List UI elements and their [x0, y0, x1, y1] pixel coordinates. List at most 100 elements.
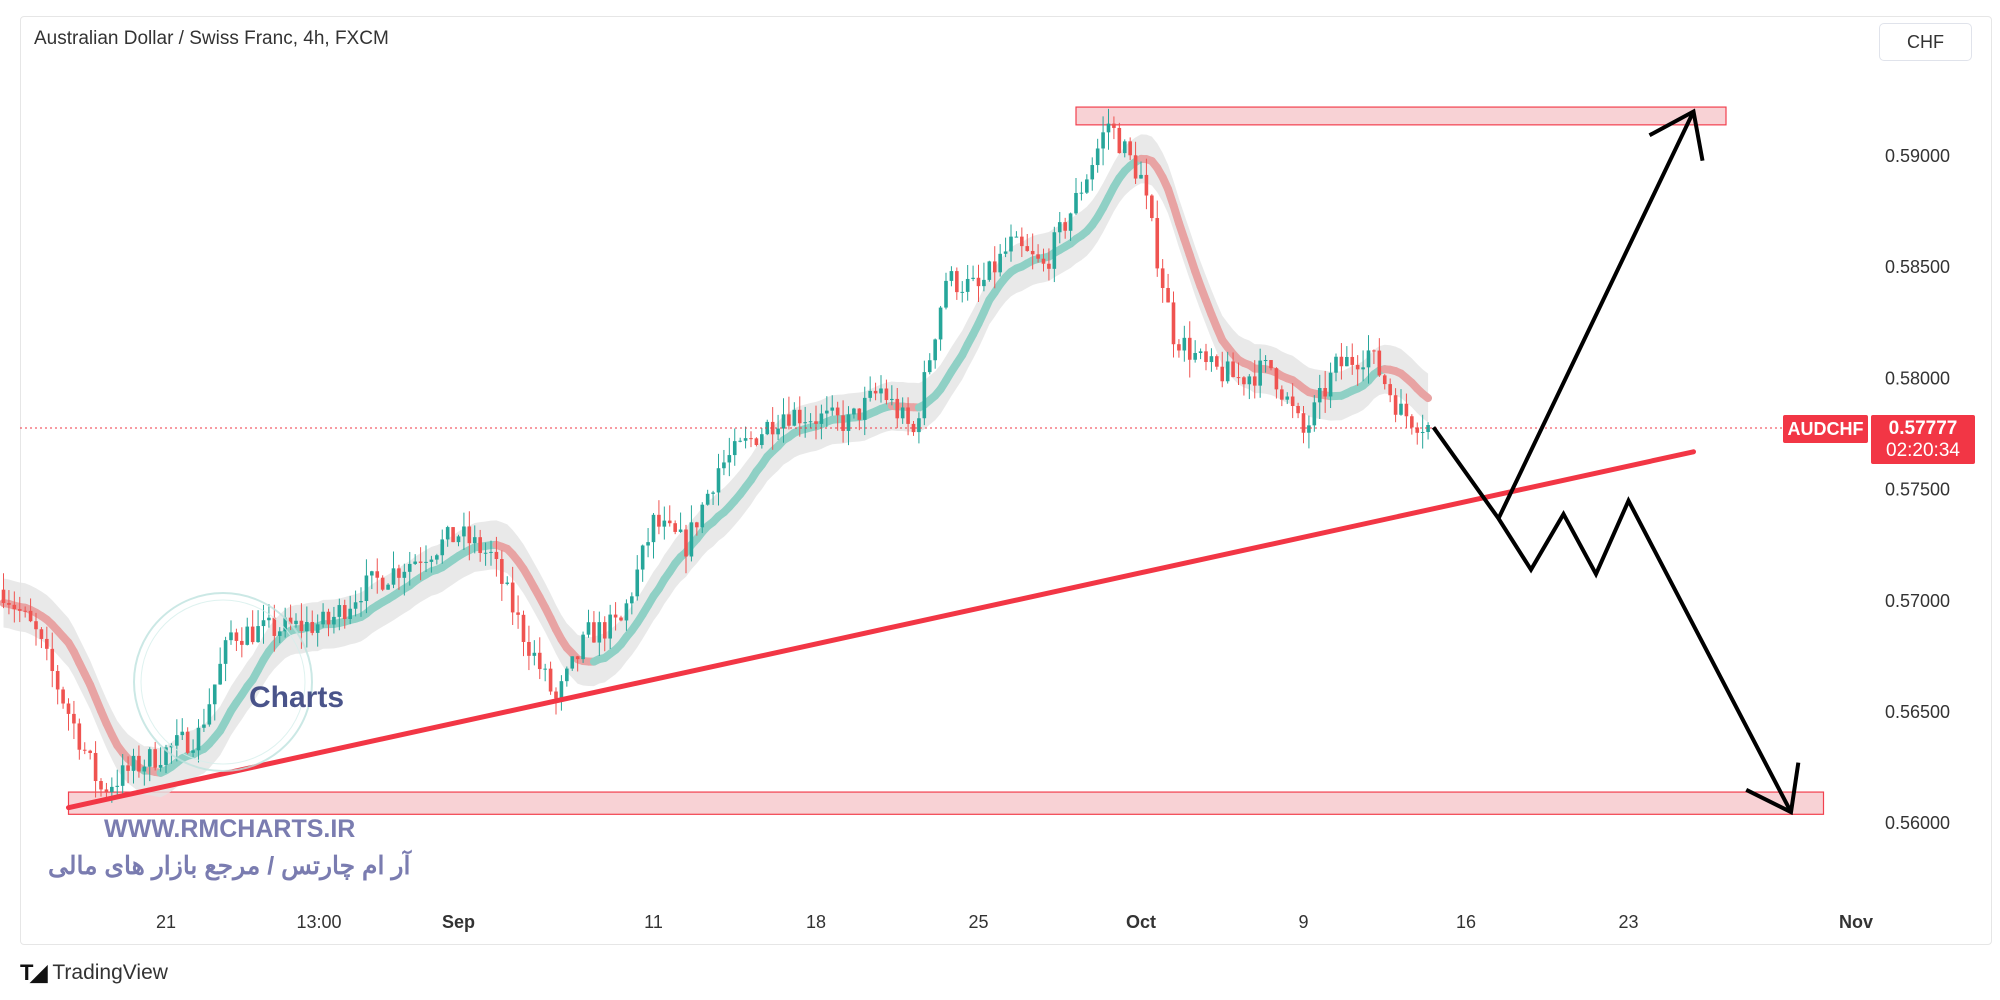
- candle-body: [667, 520, 672, 524]
- candle-body: [1231, 361, 1235, 378]
- brand-text: TradingView: [52, 961, 168, 984]
- candle-body: [223, 640, 228, 664]
- candle-body: [305, 621, 309, 632]
- candle-body: [510, 582, 515, 613]
- candle-body: [50, 648, 55, 672]
- candle-body: [424, 561, 428, 563]
- candle-body: [245, 626, 250, 645]
- x-tick-label: 18: [806, 912, 826, 932]
- y-tick-label: 0.57500: [1885, 480, 1950, 500]
- candle-body: [619, 617, 623, 621]
- candle-body: [39, 629, 44, 639]
- candle-body: [922, 372, 927, 419]
- candle-body: [386, 584, 390, 590]
- currency-button[interactable]: CHF: [1879, 23, 1972, 61]
- watermark-tagline: آر ام چارتس / مرجع بازار های مالی: [48, 852, 411, 880]
- candle-body: [1014, 236, 1019, 238]
- y-tick-label: 0.58500: [1885, 257, 1950, 277]
- candle-body: [527, 641, 531, 656]
- x-tick-label: Sep: [442, 912, 475, 932]
- projection-path-down: [1431, 426, 1793, 814]
- candle-body: [234, 632, 239, 641]
- candle-body: [1236, 377, 1241, 379]
- candle-body: [283, 617, 287, 632]
- candle-body: [196, 727, 201, 751]
- arrowhead-down-icon: [1745, 762, 1801, 816]
- candle-body: [689, 522, 694, 557]
- candle-body: [337, 605, 342, 617]
- candle-body: [716, 468, 721, 493]
- candle-body: [678, 529, 683, 532]
- candle-body: [1307, 425, 1311, 433]
- x-tick-label: 21: [156, 912, 176, 932]
- candle-body: [1074, 192, 1078, 214]
- candle-body: [191, 750, 195, 753]
- candle-body: [835, 407, 840, 416]
- candle-body: [110, 786, 114, 792]
- candle-body: [435, 555, 439, 560]
- candle-body: [819, 413, 824, 424]
- candle-body: [462, 526, 466, 537]
- candle-body: [646, 542, 650, 546]
- candle-body: [1247, 376, 1252, 385]
- candle-body: [543, 668, 547, 670]
- candle-body: [581, 634, 585, 660]
- candle-body: [1301, 413, 1306, 433]
- candle-body: [207, 704, 212, 725]
- candle-body: [873, 390, 878, 394]
- candle-body: [175, 735, 179, 746]
- candle-body: [229, 632, 233, 641]
- candle-body: [1112, 123, 1116, 128]
- candle-body: [1117, 127, 1122, 154]
- candle-body: [17, 609, 22, 611]
- candle-body: [727, 455, 732, 463]
- candle-body: [933, 339, 937, 361]
- x-tick-label: 23: [1618, 912, 1638, 932]
- y-tick-label: 0.58000: [1885, 368, 1950, 388]
- candle-body: [743, 438, 748, 441]
- candle-body: [1182, 337, 1187, 351]
- candle-body: [1242, 377, 1246, 385]
- candle-body: [45, 638, 49, 649]
- candle-body: [353, 602, 358, 609]
- candle-body: [1101, 132, 1105, 149]
- x-tick-label: Oct: [1126, 912, 1156, 932]
- candle-body: [602, 622, 607, 639]
- tradingview-brand[interactable]: T◢ TradingView: [20, 960, 168, 986]
- candle-body: [1280, 389, 1284, 400]
- candle-body: [792, 409, 797, 426]
- y-tick-label: 0.56500: [1885, 702, 1950, 722]
- candle-body: [1361, 367, 1365, 370]
- candle-body: [413, 561, 417, 564]
- candle-body: [1404, 403, 1409, 417]
- candle-body: [202, 724, 206, 728]
- candle-body: [391, 568, 396, 585]
- candle-body: [1030, 250, 1035, 255]
- candle-body: [250, 626, 255, 643]
- tradingview-logo-icon: T◢: [20, 960, 47, 985]
- candle-body: [1345, 356, 1349, 367]
- candle-body: [944, 280, 948, 308]
- candle-body: [700, 504, 705, 528]
- candle-body: [846, 414, 851, 431]
- candle-body: [72, 713, 76, 724]
- candle-body: [1285, 396, 1290, 400]
- ma-line-segment: [1418, 389, 1433, 403]
- trendline: [66, 449, 1696, 811]
- candle-body: [1312, 402, 1317, 426]
- zone-resistance: [1075, 106, 1727, 126]
- candle-body: [500, 559, 504, 584]
- candle-body: [364, 575, 369, 602]
- candle-body: [1068, 213, 1073, 231]
- candle-body: [830, 407, 835, 411]
- candle-body: [1036, 254, 1040, 259]
- candle-body: [99, 781, 103, 790]
- candle-body: [440, 539, 445, 556]
- candle-body: [1122, 141, 1127, 154]
- candle-body: [1317, 388, 1322, 403]
- candle-body: [1187, 337, 1192, 360]
- candle-body: [61, 689, 65, 704]
- candle-body: [1269, 360, 1273, 369]
- candle-body: [418, 561, 423, 563]
